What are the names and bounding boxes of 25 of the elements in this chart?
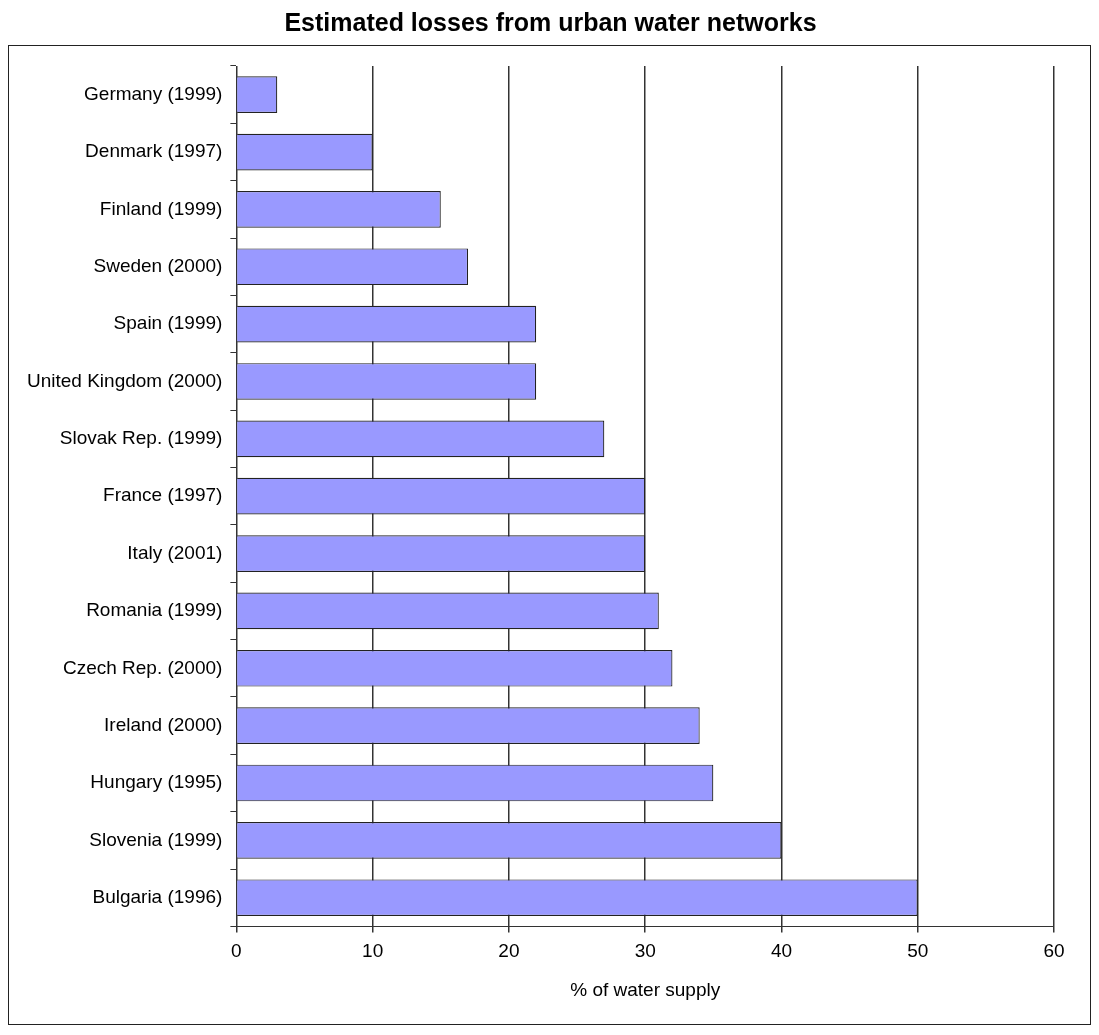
y-tick-label: Czech Rep. (2000): [62, 656, 223, 678]
y-tick-label: Italy (2001): [127, 541, 223, 563]
chart-title: Estimated losses from urban water networks: [283, 8, 818, 37]
x-tick-label: 10: [362, 940, 384, 962]
y-tick-label: United Kingdom (2000): [27, 369, 223, 391]
y-tick-label: Spain (1999): [113, 312, 223, 334]
y-tick-label: France (1997): [103, 484, 223, 506]
y-tick-label: Bulgaria (1996): [92, 885, 223, 907]
y-tick-label: Denmark (1997): [85, 140, 223, 162]
x-tick-label: 30: [634, 940, 656, 962]
x-axis-title: % of water supply: [570, 978, 721, 1000]
x-tick-label: 50: [907, 940, 929, 962]
y-tick-label: Sweden (2000): [93, 254, 223, 276]
y-tick-label: Germany (1999): [84, 82, 223, 104]
frame: % of water supply 0 10 20 30 40 50 60 Germany (1999) Denmark (1997) Finland (1999) Sweden (2000) Spain (1999) United Kingdom (2000) Slovak Rep. (1999) France (1997) Italy (2001) Romania (1999) Czech Rep. (2000) Ireland (2000) Hungary (1995) Slovenia (1999) Bulgaria (1996): [8, 45, 1091, 1025]
y-tick-label: Ireland (2000): [104, 713, 223, 735]
x-tick-label: 20: [498, 940, 520, 962]
x-tick-label: 60: [1043, 940, 1065, 962]
y-tick-label: Hungary (1995): [90, 771, 223, 793]
y-tick-label: Slovak Rep. (1999): [59, 427, 223, 449]
x-tick-label: 0: [231, 940, 242, 962]
y-tick-label: Slovenia (1999): [89, 828, 223, 850]
y-tick-label: Finland (1999): [99, 197, 223, 219]
x-tick-label: 40: [770, 940, 793, 962]
y-tick-label: Romania (1999): [86, 599, 223, 621]
